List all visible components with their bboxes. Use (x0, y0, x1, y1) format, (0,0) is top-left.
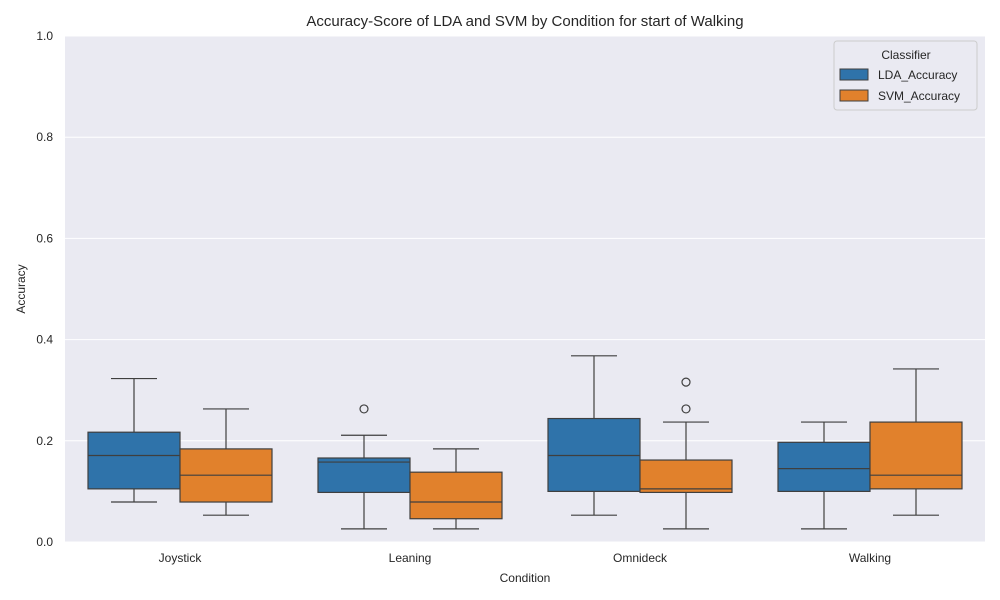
y-axis-label: Accuracy (14, 264, 28, 313)
outlier-point (681, 404, 691, 414)
box-iqr (869, 421, 963, 490)
y-tick-label: 0.6 (36, 231, 53, 245)
legend: Classifier LDA_Accuracy SVM_Accuracy (833, 40, 978, 111)
legend-swatch-lda (839, 68, 869, 81)
box-lda-accuracy-leaning (317, 404, 411, 530)
x-tick-label: Joystick (159, 551, 203, 565)
y-tick-label: 0.2 (36, 434, 53, 448)
x-tick-label: Leaning (389, 551, 432, 565)
gridlines (65, 35, 985, 543)
box-iqr (639, 459, 733, 494)
y-tick-label: 0.0 (36, 535, 53, 549)
box-lda-accuracy-omnideck (547, 355, 641, 516)
tick-labels: 0.0 0.2 0.4 0.6 0.8 1.0 Joystick Leaning Omnidec… (36, 29, 891, 565)
box-lda-accuracy-joystick (87, 377, 181, 503)
y-tick-label: 0.8 (36, 130, 53, 144)
x-axis-label: Condition (500, 571, 551, 585)
box-svm-accuracy-joystick (179, 408, 273, 516)
y-tick-label: 0.4 (36, 333, 53, 347)
box-svm-accuracy-omnideck (639, 377, 733, 530)
box-svm-accuracy-leaning (409, 448, 503, 530)
outlier-point (681, 377, 691, 387)
box-iqr (777, 441, 871, 492)
boxes-layer (87, 355, 963, 530)
x-tick-label: Omnideck (613, 551, 668, 565)
chart-title: Accuracy-Score of LDA and SVM by Conditi… (306, 13, 743, 30)
x-tick-label: Walking (849, 551, 891, 565)
outlier-point (359, 404, 369, 414)
legend-swatch-svm (839, 89, 869, 102)
box-iqr (87, 431, 181, 490)
legend-title: Classifier (881, 48, 930, 62)
box-iqr (409, 471, 503, 520)
box-lda-accuracy-walking (777, 421, 871, 530)
box-svm-accuracy-walking (869, 368, 963, 516)
legend-frame (833, 40, 978, 111)
y-tick-label: 1.0 (36, 29, 53, 43)
legend-label-svm: SVM_Accuracy (878, 89, 960, 103)
box-iqr (317, 457, 411, 494)
legend-label-lda: LDA_Accuracy (878, 68, 957, 82)
